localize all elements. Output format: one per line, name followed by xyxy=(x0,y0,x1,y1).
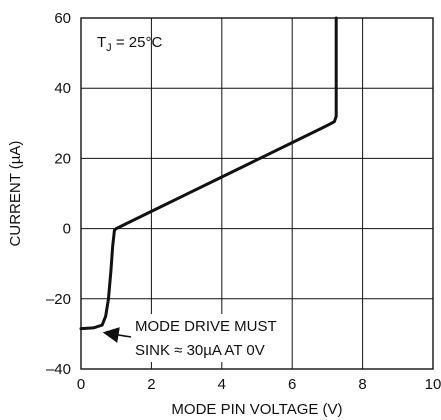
note-background xyxy=(131,314,287,362)
plot-frame xyxy=(80,17,434,370)
grid xyxy=(81,18,433,369)
x-tick-label: 0 xyxy=(77,376,85,393)
series-group xyxy=(79,16,338,331)
note-line-1: MODE DRIVE MUST xyxy=(135,318,277,335)
y-tick-labels: –40 –20 0 20 40 60 xyxy=(46,10,71,378)
temperature-label: TJ = 25°C xyxy=(97,34,162,54)
x-tick-label: 8 xyxy=(358,376,366,393)
x-tick-label: 2 xyxy=(147,376,155,393)
x-tick-label: 6 xyxy=(288,376,296,393)
x-tick-labels: 0 2 4 6 8 10 xyxy=(77,376,441,393)
temperature-prefix: T xyxy=(97,34,106,51)
temperature-suffix: = 25°C xyxy=(112,34,163,51)
y-tick-label: 0 xyxy=(63,221,71,238)
note-arrow xyxy=(102,327,132,343)
y-tick-label: 60 xyxy=(54,10,71,27)
temperature-subscript: J xyxy=(106,42,112,54)
note-annotation: MODE DRIVE MUST SINK ≈ 30µA AT 0V xyxy=(102,314,287,362)
series-line xyxy=(79,16,338,331)
x-axis-label: MODE PIN VOLTAGE (V) xyxy=(171,401,342,418)
note-line-2: SINK ≈ 30µA AT 0V xyxy=(135,342,265,359)
x-tick-label: 10 xyxy=(425,376,441,393)
y-tick-label: –20 xyxy=(46,291,71,308)
x-tick-label: 4 xyxy=(218,376,226,393)
y-axis-label: CURRENT (µA) xyxy=(7,141,24,247)
y-tick-label: 40 xyxy=(54,80,71,97)
plot-border xyxy=(80,17,434,370)
temperature-annotation: TJ = 25°C xyxy=(97,34,162,54)
y-tick-label: –40 xyxy=(46,361,71,378)
y-tick-label: 20 xyxy=(54,150,71,167)
